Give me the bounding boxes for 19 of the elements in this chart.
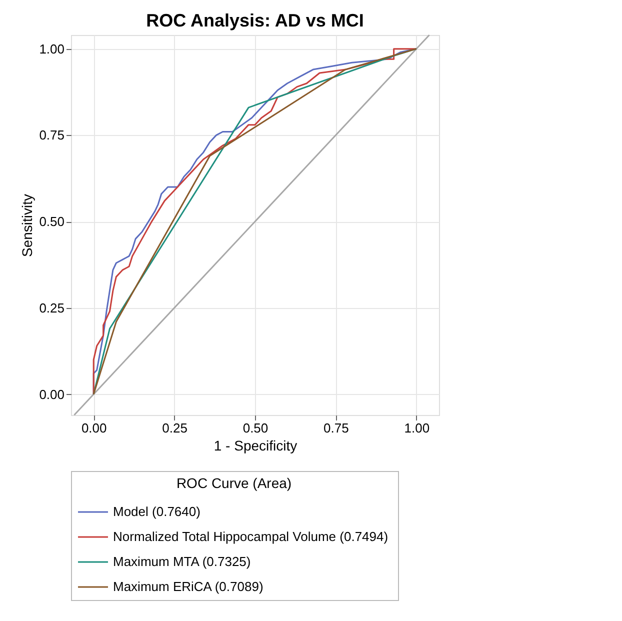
y-tick-label: 0.25 <box>39 300 64 316</box>
x-axis-title: 1 - Specificity <box>214 438 298 454</box>
y-tick-label: 1.00 <box>39 41 64 56</box>
y-tick-label: 0.00 <box>39 386 64 402</box>
legend-label: Normalized Total Hippocampal Volume (0.7494) <box>113 529 388 544</box>
legend-label: Maximum MTA (0.7325) <box>113 554 251 569</box>
x-tick-label: 1.00 <box>404 420 430 436</box>
legend-label: Model (0.7640) <box>113 504 200 519</box>
chart-title: ROC Analysis: AD vs MCI <box>146 10 364 30</box>
x-tick-label: 0.00 <box>81 420 107 436</box>
legend-label: Maximum ERiCA (0.7089) <box>113 579 264 594</box>
x-tick-label: 0.75 <box>324 420 349 436</box>
line-series <box>92 48 418 396</box>
x-tick-label: 0.25 <box>162 420 188 436</box>
legend-title: ROC Curve (Area) <box>176 475 292 491</box>
y-tick-label: 0.75 <box>39 128 64 143</box>
y-tick-label: 0.50 <box>39 214 64 230</box>
x-tick-label: 0.50 <box>242 420 268 436</box>
y-axis-title: Sensitivity <box>19 194 36 258</box>
